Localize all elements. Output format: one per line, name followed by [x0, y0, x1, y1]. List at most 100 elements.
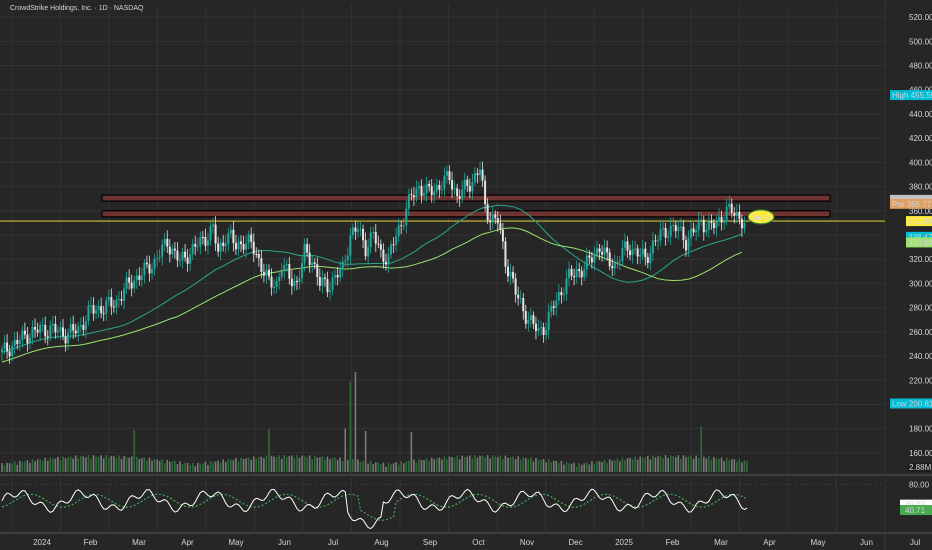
candle-body [369, 232, 372, 248]
volume-bar [558, 463, 560, 472]
candle-body [67, 332, 70, 344]
volume-bar [308, 455, 311, 472]
candle-body [636, 248, 639, 257]
volume-bar [143, 457, 146, 472]
volume-bar [194, 466, 197, 472]
candle-body [529, 315, 532, 320]
volume-bar [6, 462, 8, 472]
candle-body [331, 277, 334, 291]
volume-bar [705, 458, 708, 472]
candle-body [214, 224, 217, 244]
candle-body [364, 240, 367, 257]
volume-bar [641, 457, 644, 472]
volume-bar [631, 459, 634, 472]
candle-body [692, 228, 695, 233]
volume-bar [629, 457, 631, 472]
volume-bar [659, 455, 662, 472]
volume-bar [479, 455, 481, 472]
candle-body [687, 237, 690, 251]
candle-body [301, 262, 304, 279]
candle-body [262, 271, 265, 276]
volume-bar [133, 430, 136, 472]
volume-bar [260, 456, 263, 472]
ma-line-short [1, 227, 743, 363]
time-tick-label: 2024 [33, 538, 51, 547]
candle-body [679, 226, 682, 228]
volume-bar [680, 458, 682, 472]
volume-bar [728, 460, 731, 472]
candle-body [382, 249, 385, 262]
candle-body [697, 219, 700, 231]
volume-bar [606, 463, 608, 472]
candle-body [552, 306, 555, 308]
volume-bar [715, 458, 718, 472]
candle-body [84, 320, 87, 330]
candle-body [471, 182, 474, 192]
candle-body [196, 246, 199, 248]
volume-bar [222, 459, 225, 472]
time-tick-label: May [228, 538, 243, 547]
candle-body [631, 249, 634, 256]
candle-body [550, 306, 553, 312]
candle-body [560, 291, 563, 296]
candle-body [255, 253, 258, 255]
candle-body [547, 311, 550, 331]
candle-body [69, 324, 72, 333]
volume-bar [667, 457, 669, 472]
candle-body [573, 275, 576, 278]
candle-body [201, 236, 204, 238]
price-tag-bg [890, 90, 932, 101]
time-tick-label: Oct [472, 538, 485, 547]
volume-bar [649, 459, 652, 472]
volume-bar [400, 461, 402, 472]
volume-bar [181, 464, 184, 472]
candle-body [618, 261, 621, 263]
candle-body [41, 325, 44, 327]
volume-bar [329, 459, 331, 472]
volume-bar [578, 462, 580, 472]
candle-body [527, 319, 530, 324]
volume-bar [517, 456, 519, 472]
volume-bar [527, 459, 530, 472]
time-tick-label: Apr [181, 538, 194, 547]
volume-bar [507, 457, 509, 472]
volume-bar [395, 462, 397, 472]
candle-body [163, 238, 166, 245]
candle-body [123, 288, 126, 301]
candle-body [494, 214, 497, 218]
volume-bar [372, 464, 375, 472]
volume-bar [191, 462, 194, 472]
volume-bar [123, 456, 125, 472]
volume-bar [128, 457, 130, 472]
candle-body [166, 238, 169, 247]
candle-body [534, 323, 537, 331]
volume-bar [652, 455, 654, 472]
rsi-value-tag-bg [900, 499, 932, 510]
volume-bar [291, 455, 293, 472]
rsi-ma-line [1, 493, 748, 521]
candle-body [321, 277, 324, 286]
volume-bar [563, 464, 565, 472]
volume-bar [105, 455, 108, 472]
volume-bar [377, 463, 380, 472]
price-tick-label: 280.00 [909, 304, 932, 313]
volume-bar [591, 461, 593, 472]
price-tick-label: 300.00 [909, 279, 932, 288]
volume-bar [113, 456, 115, 472]
volume-bar [217, 460, 219, 472]
candle-body [390, 244, 393, 255]
volume-bar [690, 455, 692, 472]
candle-body [234, 242, 237, 250]
volume-bar [285, 457, 288, 472]
candle-body [199, 236, 202, 247]
candle-body [346, 255, 349, 261]
volume-bar [331, 457, 334, 472]
volume-bar [255, 458, 258, 472]
volume-bar [593, 463, 596, 472]
candle-body [512, 271, 515, 279]
candle-body [56, 331, 59, 333]
volume-bar [408, 460, 410, 472]
volume-bar [242, 458, 245, 472]
volume-bar [46, 460, 49, 472]
